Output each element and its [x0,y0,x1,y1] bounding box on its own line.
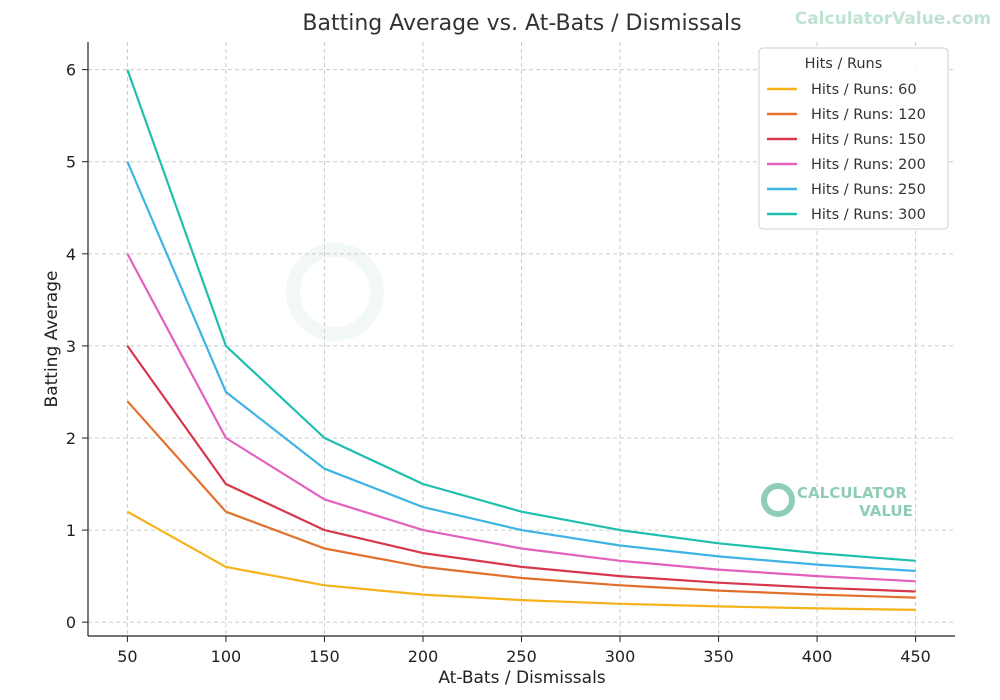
series-group [126,69,916,611]
legend-label-4: Hits / Runs: 200 [811,157,926,173]
watermark-text: CalculatorValue.com [795,9,992,29]
y-tick-label: 3 [66,337,76,356]
x-axis-label: At-Bats / Dismissals [438,668,605,688]
y-axis-label: Batting Average [42,271,62,408]
chart-title: Batting Average vs. At-Bats / Dismissals [302,11,741,36]
logo-ring [761,483,795,517]
legend-box [758,47,949,230]
series-line-6 [126,69,916,562]
y-tick-label: 5 [66,153,76,172]
x-tick-label: 100 [211,647,242,666]
legend: Hits / Runs Hits / Runs: 60 Hits / Runs: 1… [758,47,949,230]
series-line-4 [126,253,916,583]
legend-label-6: Hits / Runs: 300 [811,207,926,223]
y-tick-label: 0 [66,613,76,632]
series-line-1 [126,510,916,611]
series-line-3 [126,345,916,593]
x-tick-label: 350 [703,647,734,666]
x-tick-label: 250 [506,647,537,666]
logo-line2: VALUE [859,502,913,520]
series-line-2 [126,400,916,599]
y-ticks: 0 1 2 3 4 5 6 [66,61,88,632]
legend-label-5: Hits / Runs: 250 [811,182,926,198]
legend-title: Hits / Runs [805,56,883,72]
y-tick-label: 2 [66,429,76,448]
logo-line1: CALCULATOR [797,484,907,502]
legend-label-3: Hits / Runs: 150 [811,132,926,148]
calculator-value-logo: CALCULATOR VALUE [761,483,913,520]
x-ticks: 50 100 150 200 250 300 350 400 450 [117,636,931,666]
x-tick-label: 150 [309,647,340,666]
x-tick-label: 50 [117,647,137,666]
y-tick-label: 4 [66,245,76,264]
legend-label-1: Hits / Runs: 60 [811,82,917,98]
x-tick-label: 300 [605,647,636,666]
y-tick-label: 1 [66,521,76,540]
x-tick-label: 200 [408,647,439,666]
background-logo-ring [286,243,384,341]
y-tick-label: 6 [66,61,76,80]
legend-label-2: Hits / Runs: 120 [811,107,926,123]
x-tick-label: 450 [900,647,931,666]
background-logo [286,243,384,341]
x-tick-label: 400 [802,647,833,666]
series-line-5 [126,161,916,573]
